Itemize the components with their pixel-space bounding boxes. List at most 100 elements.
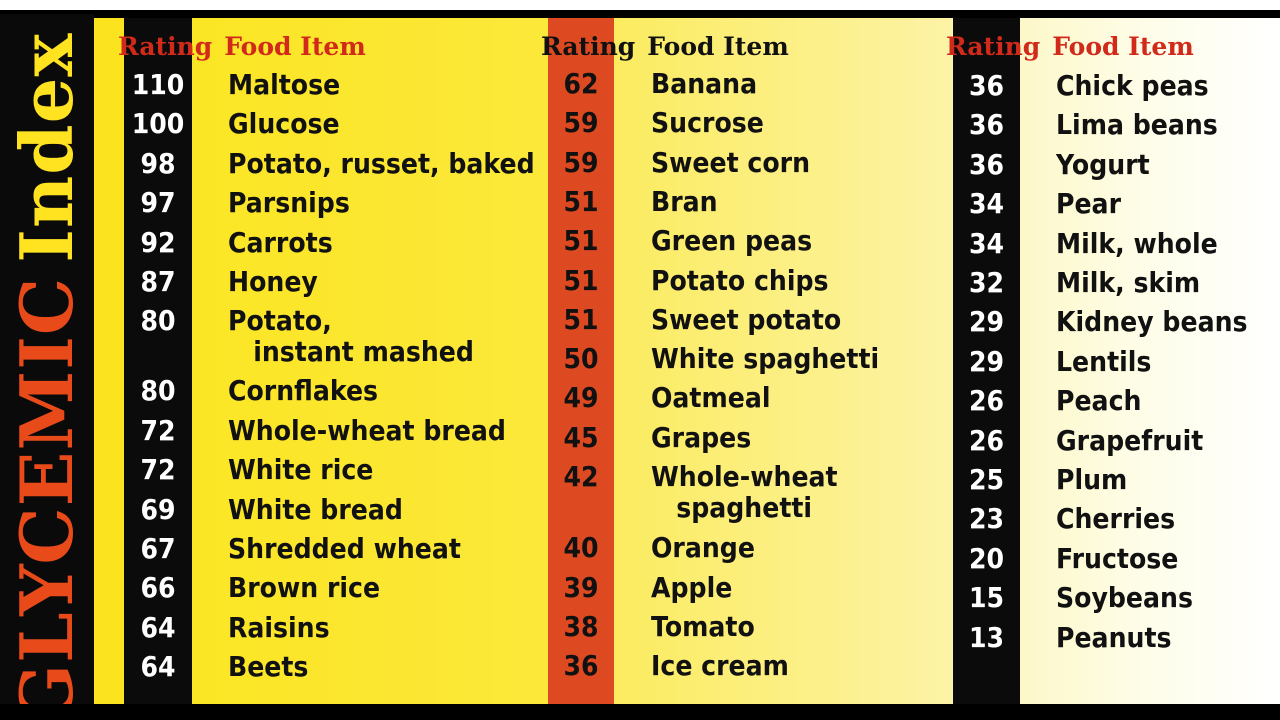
food-item-line: Apple (651, 570, 733, 604)
food-item: Carrots (228, 226, 333, 260)
food-item: White spaghetti (651, 342, 879, 376)
rating-value: 45 (563, 420, 599, 454)
sidebar-title-part2: Index (4, 32, 89, 263)
food-item-line: Cornflakes (228, 374, 379, 408)
food-item: Plum (1056, 463, 1127, 497)
food-item-line: Chick peas (1056, 69, 1209, 102)
food-item: Brown rice (228, 571, 380, 605)
rating-value: 72 (140, 453, 176, 487)
food-item-line: Ice cream (651, 649, 789, 683)
top-border-inner (0, 10, 1280, 18)
rating-value: 32 (968, 266, 1005, 299)
rating-value: 29 (968, 305, 1005, 339)
food-item-line: Beets (228, 650, 309, 684)
food-item: Honey (228, 265, 318, 299)
rating-value: 51 (563, 184, 599, 218)
food-item-line: Plum (1056, 463, 1128, 496)
food-item-line: Potato chips (651, 263, 829, 297)
rating-value: 36 (563, 649, 599, 683)
rating-header: Rating (118, 32, 213, 61)
rating-value: 92 (140, 225, 176, 259)
food-item: Grapefruit (1056, 424, 1203, 458)
food-item-line: Grapefruit (1056, 423, 1204, 457)
food-item-line: Maltose (228, 68, 341, 101)
food-item-line: Cherries (1056, 502, 1176, 536)
rating-value: 36 (968, 147, 1005, 181)
rating-value: 67 (140, 531, 176, 565)
column-3-header: Rating Food Item (946, 30, 1194, 64)
food-item: Cherries (1056, 502, 1175, 536)
food-item-line: Milk, whole (1056, 226, 1218, 260)
food-item-line: Kidney beans (1056, 305, 1248, 339)
rating-value: 39 (563, 570, 599, 604)
rating-value: 40 (563, 531, 599, 565)
food-item: Sucrose (651, 106, 764, 140)
food-item-line: Potato, russet, baked (228, 146, 535, 180)
food-item-header: Food Item (224, 32, 366, 61)
rating-value: 51 (563, 224, 599, 258)
food-item-line: Soybeans (1056, 581, 1193, 615)
food-item: White rice (228, 453, 373, 487)
food-item: Chick peas (1056, 69, 1209, 103)
food-item-header: Food Item (647, 32, 789, 61)
rating-value: 59 (563, 145, 599, 179)
food-item-line: White spaghetti (651, 342, 880, 376)
rating-value: 80 (140, 374, 176, 408)
food-item: Beets (228, 650, 308, 684)
food-item-line: Orange (651, 531, 755, 565)
column-1-yellow-strip (94, 18, 124, 704)
rating-value: 15 (968, 581, 1005, 615)
food-item-line: Peanuts (1056, 620, 1172, 654)
sidebar: GLYCEMIC Index (0, 14, 94, 720)
rating-value: 59 (563, 106, 599, 140)
sidebar-title: GLYCEMIC Index (4, 33, 89, 720)
food-item: Peach (1056, 384, 1141, 418)
food-item-line: Fructose (1056, 541, 1179, 575)
rating-header: Rating (541, 32, 636, 61)
food-item: Peanuts (1056, 621, 1171, 655)
rating-value: 64 (140, 650, 176, 684)
food-item: Bran (651, 185, 718, 219)
food-item-line: Whole-wheat bread (228, 413, 506, 447)
food-item: Apple (651, 571, 732, 605)
food-item-line: White rice (228, 453, 374, 487)
food-item: Grapes (651, 421, 751, 455)
rating-value: 66 (140, 571, 176, 605)
rating-value: 26 (968, 423, 1005, 457)
rating-value: 98 (140, 146, 176, 180)
rating-value: 64 (140, 610, 176, 644)
sidebar-title-part1: GLYCEMIC (4, 276, 89, 720)
panel-column-2 (548, 18, 952, 704)
column-2-rating-strip (548, 18, 614, 704)
food-item: Green peas (651, 224, 812, 258)
food-item: Lentils (1056, 345, 1151, 379)
food-item: Milk, skim (1056, 266, 1200, 300)
rating-value: 50 (563, 342, 599, 376)
rating-value: 20 (968, 541, 1005, 575)
food-item-header: Food Item (1052, 32, 1194, 61)
food-item-line: Grapes (651, 420, 752, 454)
rating-value: 36 (968, 69, 1005, 102)
food-item: Cornflakes (228, 374, 378, 408)
food-item: Maltose (228, 68, 340, 102)
food-item: Pear (1056, 187, 1121, 221)
food-item: Whole-wheat bread (228, 414, 506, 448)
food-item-line: Sucrose (651, 106, 764, 140)
food-item: Milk, whole (1056, 227, 1218, 261)
food-item: Kidney beans (1056, 305, 1248, 339)
rating-value: 69 (140, 492, 176, 526)
rating-value: 13 (968, 620, 1005, 654)
food-item: Soybeans (1056, 581, 1193, 615)
rating-value: 38 (563, 609, 599, 643)
food-item: Raisins (228, 611, 330, 645)
rating-value: 110 (131, 68, 185, 101)
food-item: Banana (651, 67, 757, 101)
bottom-border (0, 704, 1280, 720)
food-item-line: Oatmeal (651, 381, 771, 415)
food-item-line: Bran (651, 184, 718, 218)
food-item: Glucose (228, 107, 340, 141)
food-item-line: Banana (651, 67, 758, 100)
food-item-line: Peach (1056, 384, 1142, 418)
rating-value: 23 (968, 502, 1005, 536)
